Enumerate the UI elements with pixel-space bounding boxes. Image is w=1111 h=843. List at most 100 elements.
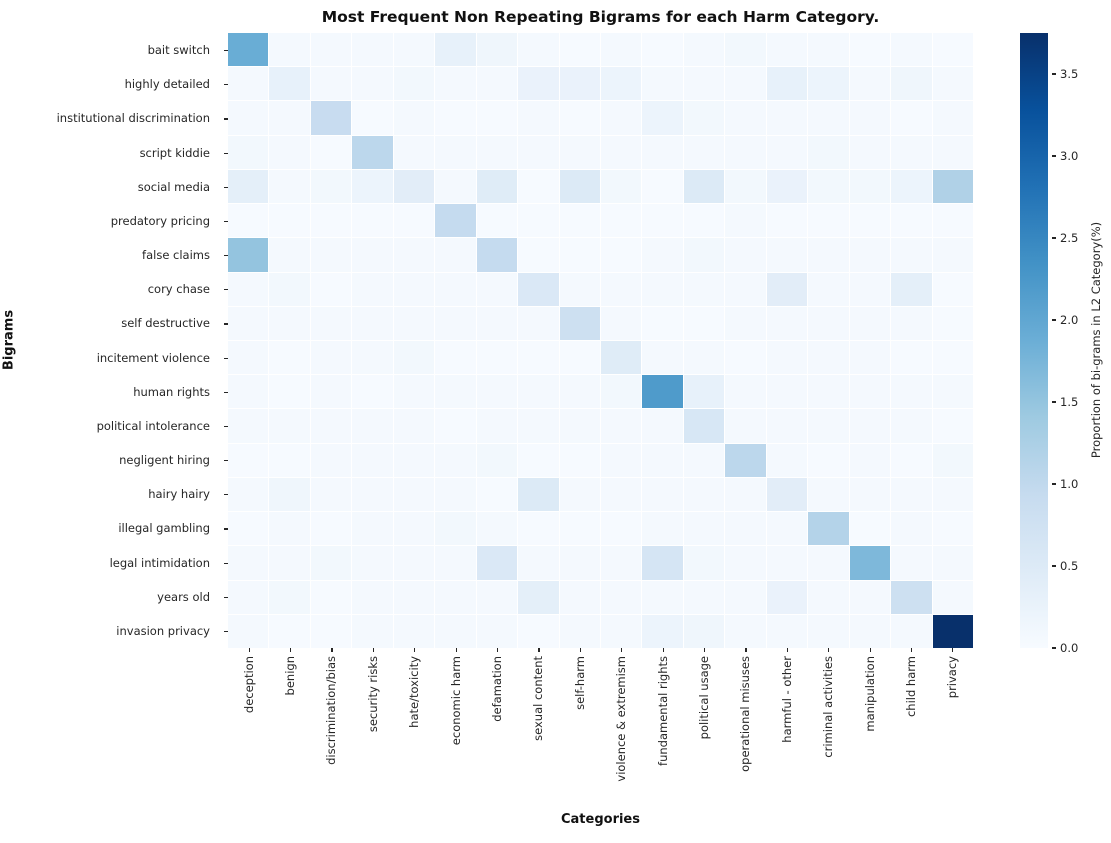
x-tick-label: security risks xyxy=(365,656,380,733)
heatmap-cell xyxy=(228,580,269,614)
heatmap-cell xyxy=(642,135,683,169)
heatmap-cell xyxy=(642,614,683,648)
heatmap-cell xyxy=(891,204,932,238)
x-tick-mark xyxy=(952,648,954,652)
y-tick-mark xyxy=(224,596,228,598)
colorbar-tick-mark xyxy=(1052,565,1056,567)
heatmap-cell xyxy=(518,306,559,340)
heatmap-cell xyxy=(352,580,393,614)
heatmap-cell xyxy=(808,546,849,580)
heatmap-cell xyxy=(642,443,683,477)
colorbar-tick-labels: 0.0 0.5 1.0 1.5 2.0 2.5 3.0 3.5 xyxy=(1052,33,1092,655)
heatmap-cell xyxy=(269,614,310,648)
heatmap-cell xyxy=(476,135,518,169)
heatmap-cell xyxy=(808,238,849,272)
heatmap-cell xyxy=(269,546,310,580)
heatmap-cell xyxy=(766,204,808,238)
heatmap-cell xyxy=(600,477,642,512)
heatmap-cell xyxy=(891,169,932,204)
heatmap-cell xyxy=(891,340,932,375)
y-tick-label: false claims xyxy=(142,248,210,263)
x-tick-mark xyxy=(248,648,250,652)
heatmap-cell xyxy=(352,169,393,204)
heatmap-cell xyxy=(310,477,352,512)
heatmap-cell xyxy=(518,375,559,409)
y-tick-mark xyxy=(224,460,228,462)
x-tick-label: operational misuses xyxy=(738,656,753,772)
heatmap-cell xyxy=(642,238,683,272)
x-tick-mark xyxy=(828,648,830,652)
heatmap-cell xyxy=(393,512,435,546)
heatmap-cell xyxy=(766,546,808,580)
heatmap-cell xyxy=(766,512,808,546)
colorbar-tick-label: 0.5 xyxy=(1060,559,1079,573)
heatmap-cell xyxy=(683,375,725,409)
heatmap-cell xyxy=(435,443,476,477)
heatmap-cell xyxy=(352,477,393,512)
y-tick-label: political intolerance xyxy=(96,418,210,433)
heatmap-cell xyxy=(766,272,808,306)
colorbar-tick-label: 1.5 xyxy=(1060,395,1079,409)
y-tick-label: highly detailed xyxy=(124,77,210,92)
heatmap-cell xyxy=(600,614,642,648)
heatmap-cell xyxy=(849,67,891,101)
heatmap-cell xyxy=(808,33,849,67)
heatmap-cell xyxy=(310,409,352,443)
colorbar-tick-label: 2.5 xyxy=(1060,231,1079,245)
heatmap-cell xyxy=(766,409,808,443)
x-tick-mark xyxy=(414,648,416,652)
x-tick-mark xyxy=(621,648,623,652)
y-tick-mark xyxy=(224,118,228,120)
heatmap-cell xyxy=(642,33,683,67)
x-tick-mark xyxy=(372,648,375,652)
heatmap-cell xyxy=(725,580,766,614)
heatmap-cell xyxy=(269,33,310,67)
y-tick-label: script kiddie xyxy=(139,145,210,160)
heatmap-cell xyxy=(891,546,932,580)
y-tick-mark xyxy=(224,152,228,154)
heatmap-cell xyxy=(600,135,642,169)
heatmap-cell xyxy=(310,67,352,101)
y-tick-label: self destructive xyxy=(121,316,210,331)
heatmap-cell xyxy=(932,614,973,648)
heatmap-cell xyxy=(725,135,766,169)
heatmap-cell xyxy=(808,443,849,477)
heatmap-cell xyxy=(228,409,269,443)
chart-title: Most Frequent Non Repeating Bigrams for … xyxy=(321,8,880,26)
x-tick-label: political usage xyxy=(696,656,711,740)
heatmap-cell xyxy=(642,375,683,409)
x-tick-label: child harm xyxy=(903,656,918,718)
heatmap-cell xyxy=(269,169,310,204)
heatmap-cell xyxy=(849,614,891,648)
y-tick-label: human rights xyxy=(133,384,210,399)
heatmap-cell xyxy=(932,272,973,306)
y-tick-mark xyxy=(224,323,228,325)
x-tick-label: hate/toxicity xyxy=(407,656,422,728)
heatmap-cell xyxy=(352,135,393,169)
heatmap-cell xyxy=(559,512,600,546)
heatmap-cell xyxy=(559,306,600,340)
heatmap-cell xyxy=(476,477,518,512)
heatmap-cell xyxy=(435,101,476,135)
heatmap-cell xyxy=(683,33,725,67)
heatmap-cell xyxy=(352,101,393,135)
heatmap-cell xyxy=(932,580,973,614)
heatmap-cell xyxy=(725,409,766,443)
heatmap-cell xyxy=(849,443,891,477)
colorbar-tick-mark xyxy=(1052,647,1056,649)
heatmap-cell xyxy=(683,443,725,477)
heatmap-cell xyxy=(352,204,393,238)
y-tick-label: predatory pricing xyxy=(110,213,210,228)
heatmap-cell xyxy=(228,169,269,204)
heatmap-cell xyxy=(310,101,352,135)
heatmap-cell xyxy=(310,204,352,238)
heatmap-cell xyxy=(310,340,352,375)
y-tick-mark xyxy=(224,391,228,393)
heatmap-cell xyxy=(849,204,891,238)
heatmap-cell xyxy=(518,169,559,204)
heatmap-cell xyxy=(518,546,559,580)
heatmap-cell xyxy=(642,67,683,101)
colorbar-tick-label: 3.0 xyxy=(1060,149,1079,163)
heatmap-cell xyxy=(393,135,435,169)
heatmap-cell xyxy=(352,272,393,306)
